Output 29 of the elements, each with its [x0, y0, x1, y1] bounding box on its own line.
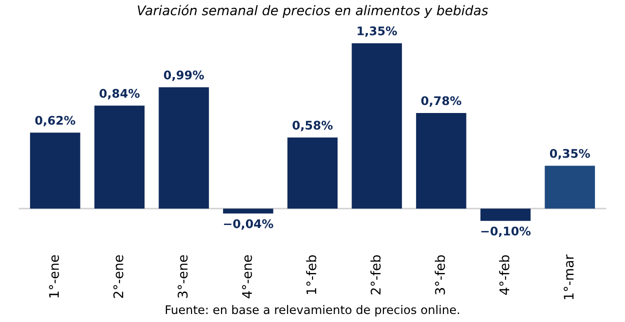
data-label: 0,99%	[164, 70, 204, 81]
bar	[30, 132, 80, 209]
data-label: 0,78%	[421, 96, 462, 107]
data-label: −0,04%	[224, 219, 274, 230]
source-note: Fuente: en base a relevamiento de precios online.	[166, 305, 460, 316]
bar	[416, 113, 466, 209]
bar	[158, 87, 209, 209]
bar	[352, 43, 402, 209]
bar	[544, 166, 595, 209]
bar	[223, 208, 274, 214]
bar	[287, 138, 338, 209]
data-label: 0,84%	[100, 88, 140, 100]
data-label: 1,35%	[358, 26, 397, 37]
x-tick-label: 2°-ene	[113, 255, 124, 298]
x-tick-label: 3°-ene	[178, 255, 188, 298]
x-tick-label: 4°-feb	[499, 255, 510, 295]
x-tick-label: 1°-feb	[306, 255, 316, 294]
data-label: −0,10%	[481, 226, 531, 238]
data-label: 0,35%	[550, 148, 590, 160]
bar	[480, 208, 531, 221]
x-tick-label: 4°-ene	[242, 255, 252, 298]
chart-title: Variación semanal de precios en alimentos y bebidas	[138, 4, 488, 18]
x-tick-label: 3°-feb	[434, 255, 446, 294]
bar	[94, 106, 145, 209]
x-tick-label: 1°-ene	[48, 255, 59, 298]
x-tick-label: 2°-feb	[370, 255, 381, 294]
data-label: 0,62%	[35, 116, 76, 126]
x-tick-label: 1°-mar	[564, 254, 574, 300]
data-label: 0,58%	[292, 120, 333, 132]
